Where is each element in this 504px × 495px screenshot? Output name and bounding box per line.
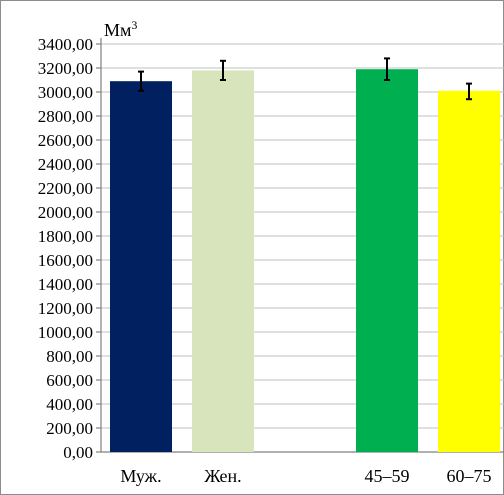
y-tick-label: 600,00 <box>46 371 93 390</box>
bar <box>110 81 172 452</box>
y-tick-label: 3200,00 <box>38 59 93 78</box>
y-axis-unit-label: Мм3 <box>104 18 137 40</box>
y-tick-label: 2000,00 <box>38 203 93 222</box>
y-tick-label: 1200,00 <box>38 299 93 318</box>
y-tick-label: 1400,00 <box>38 275 93 294</box>
y-tick-label: 3400,00 <box>38 35 93 54</box>
x-category-label: 60–75 <box>447 466 492 486</box>
y-tick-label: 400,00 <box>46 395 93 414</box>
bar <box>438 90 500 453</box>
x-category-label: Жен. <box>204 466 241 486</box>
y-tick-label: 2800,00 <box>38 107 93 126</box>
error-bars <box>138 57 472 101</box>
y-tick-label: 2600,00 <box>38 131 93 150</box>
y-tick-label: 200,00 <box>46 419 93 438</box>
y-tick-label: 800,00 <box>46 347 93 366</box>
bar <box>192 70 254 453</box>
x-category-labels: Муж. Жен. 45–59 60–75 <box>120 466 491 486</box>
y-tick-label: 3000,00 <box>38 83 93 102</box>
y-tick-label: 0,00 <box>63 443 93 462</box>
x-category-label: Муж. <box>120 466 161 486</box>
y-tick-label: 2400,00 <box>38 155 93 174</box>
y-tick-label: 2200,00 <box>38 179 93 198</box>
y-tick-label: 1800,00 <box>38 227 93 246</box>
bars <box>110 69 500 453</box>
y-ticks: 0,00 200,00 400,00 600,00 800,00 1000,00 1200,… <box>38 35 101 462</box>
y-tick-label: 1600,00 <box>38 251 93 270</box>
bar <box>356 69 418 452</box>
y-tick-label: 1000,00 <box>38 323 93 342</box>
x-category-label: 45–59 <box>365 466 410 486</box>
